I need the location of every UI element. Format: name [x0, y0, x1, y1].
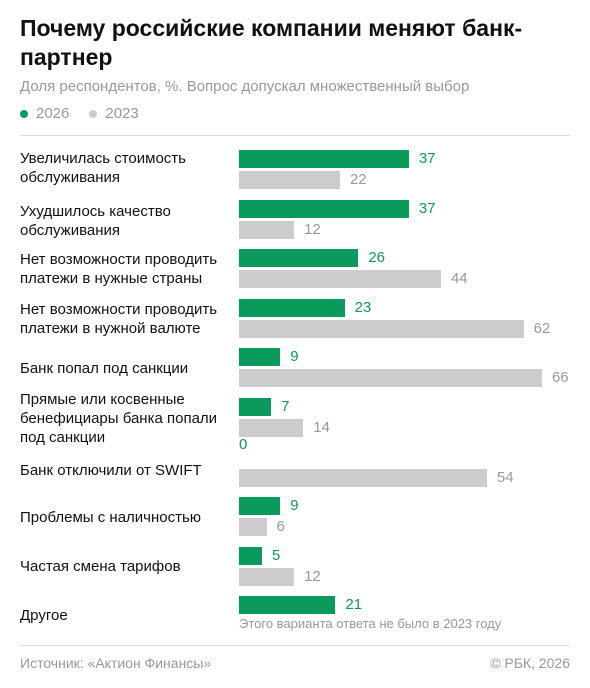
category-label: Проблемы с наличностью [20, 509, 202, 526]
category-label: Банк отключили от SWIFT [20, 462, 202, 479]
bar-2023 [239, 518, 267, 537]
value-label-2023: 22 [349, 171, 367, 188]
bar-2026 [239, 249, 359, 268]
bar-2023 [239, 369, 542, 388]
value-label-2023: 44 [450, 270, 468, 288]
category-label: Частая смена тарифов [20, 558, 181, 575]
chart-title: Почему российские компании меняют банк-п… [20, 15, 523, 70]
category-label: Прямые или косвенные бенефициары банка п… [20, 391, 218, 446]
value-label-2023: 12 [304, 567, 321, 585]
legend-item-2026: 2026 [20, 105, 69, 122]
bar-2026 [239, 150, 409, 168]
bar-2026 [239, 298, 345, 317]
bar-2023 [239, 319, 524, 338]
bottom-divider [20, 645, 570, 646]
top-divider [20, 135, 570, 136]
legend: 2026 2023 [20, 105, 159, 122]
category-label: Банк попал под санкции [20, 360, 189, 377]
value-label-2023: 66 [551, 369, 569, 387]
legend-label-2026: 2026 [36, 105, 70, 122]
bar-2026 [239, 199, 409, 218]
value-label-2026: 0 [239, 435, 248, 453]
bar-2026 [239, 497, 281, 516]
bar-2023 [239, 419, 304, 437]
bar-2023 [239, 468, 487, 487]
value-label-2023: 14 [313, 419, 330, 436]
value-label-2026: 37 [418, 199, 436, 217]
value-label-2026: 9 [290, 497, 299, 515]
value-label-2026: 37 [418, 150, 436, 167]
value-label-2023: 6 [276, 518, 285, 536]
legend-dot-2026 [20, 109, 28, 118]
legend-dot-2023 [89, 109, 98, 118]
source-note: Источник: «Актион Финансы» [20, 655, 212, 671]
value-label-2026: 21 [345, 596, 363, 614]
value-label-2023: 62 [533, 319, 551, 337]
category-label: Ухудшилось качество обслуживания [20, 203, 171, 239]
bar-2023 [239, 270, 441, 289]
value-label-2023: 54 [496, 468, 514, 486]
category-label: Нет возможности проводить платежи в нужн… [20, 301, 218, 337]
value-label-2026: 7 [281, 398, 290, 415]
value-label-2026: 5 [271, 546, 281, 564]
value-label-2026: 9 [290, 348, 299, 366]
legend-item-2023: 2023 [89, 105, 139, 122]
bar-2026 [239, 596, 336, 615]
bar-2023 [239, 171, 340, 189]
category-label: Нет возможности проводить платежи в нужн… [20, 251, 218, 287]
legend-label-2023: 2023 [105, 105, 139, 122]
bar-2026 [239, 546, 262, 565]
value-label-2023: 12 [304, 220, 321, 238]
bar-2023 [239, 567, 295, 586]
category-label: Увеличилась стоимость обслуживания [20, 150, 186, 186]
copyright: © РБК, 2026 [490, 655, 570, 671]
value-label-2026: 23 [354, 298, 372, 316]
bar-2026 [239, 398, 272, 416]
category-label: Другое [20, 607, 68, 624]
value-label-2026: 26 [368, 249, 386, 267]
chart-subtitle: Доля респондентов, %. Вопрос допускал мн… [20, 78, 470, 95]
bar-2026 [239, 348, 281, 367]
bar-2023 [239, 220, 295, 239]
no-2023-data-note: Этого варианта ответа не было в 2023 год… [239, 616, 502, 632]
